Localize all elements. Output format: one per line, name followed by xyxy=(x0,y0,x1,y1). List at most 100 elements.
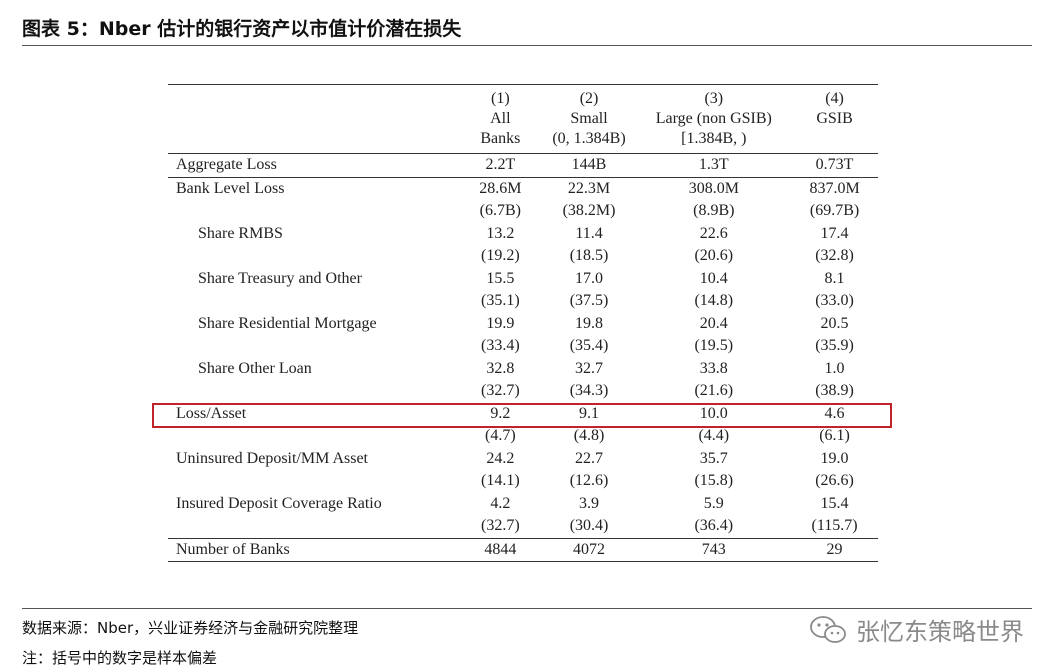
cell-value: 29 xyxy=(791,537,878,562)
table-row: Share Residential Mortgage 19.9 19.8 20.… xyxy=(168,313,878,336)
header-row-line1: All Small Large (non GSIB) GSIB xyxy=(168,109,878,129)
cell-value: 3.9 xyxy=(579,494,600,512)
cell-value: 1.0 xyxy=(824,359,845,377)
cell-value: 28.6M xyxy=(459,176,542,200)
cell-value: 837.0M xyxy=(791,176,878,200)
source-note: 数据来源：Nber，兴业证券经济与金融研究院整理 xyxy=(22,619,359,637)
cell-value: 22.3M xyxy=(541,176,637,200)
cell-se: (15.8) xyxy=(694,472,734,489)
cell-se: (34.3) xyxy=(569,382,609,399)
cell-value: 144B xyxy=(541,153,637,177)
cell-se: (21.6) xyxy=(694,382,734,399)
header-col3-line2: [1.384B, ) xyxy=(681,130,747,147)
cell-value: 22.7 xyxy=(575,449,604,467)
row-label: Share Treasury and Other xyxy=(198,269,362,287)
cell-value: 33.8 xyxy=(699,359,728,377)
cell-value: 0.73T xyxy=(791,153,878,177)
row-label: Loss/Asset xyxy=(176,404,247,422)
cell-se: (37.5) xyxy=(569,292,609,309)
cell-value: 308.0M xyxy=(636,176,792,200)
header-col2-line2: (0, 1.384B) xyxy=(552,130,626,147)
row-label: Aggregate Loss xyxy=(168,153,460,177)
cell-value: 15.4 xyxy=(820,494,849,512)
header-col4-number: (4) xyxy=(791,84,878,109)
cell-se: (4.4) xyxy=(698,427,730,444)
header-col1-number: (1) xyxy=(459,84,542,109)
cell-se: (20.6) xyxy=(694,247,734,264)
cell-value: 15.5 xyxy=(486,269,515,287)
cell-value: 17.4 xyxy=(820,224,849,242)
cell-value: 17.0 xyxy=(575,269,604,287)
cell-value: 4.2 xyxy=(490,494,511,512)
cell-value: 20.5 xyxy=(820,314,849,332)
cell-value: 19.0 xyxy=(820,449,849,467)
header-col1-line2: Banks xyxy=(480,130,521,147)
figure-title: 图表 5：Nber 估计的银行资产以市值计价潜在损失 xyxy=(22,18,462,40)
footnote: 注：括号中的数字是样本偏差 xyxy=(22,649,218,667)
cell-se: (33.4) xyxy=(481,337,520,354)
cell-value: 22.6 xyxy=(699,224,728,242)
cell-value: 5.9 xyxy=(703,494,724,512)
cell-se: (14.1) xyxy=(481,472,520,489)
cell-value: 1.3T xyxy=(636,153,792,177)
header-col4-line2 xyxy=(791,129,878,154)
cell-value: 13.2 xyxy=(486,224,515,242)
cell-value: 743 xyxy=(636,537,792,562)
cell-se: (8.9B) xyxy=(693,202,735,219)
table-row: Share Treasury and Other 15.5 17.0 10.4 … xyxy=(168,268,878,291)
cell-value: 9.1 xyxy=(579,404,600,422)
cell-se: (38.2M) xyxy=(562,202,616,219)
cell-value: 4844 xyxy=(459,537,542,562)
header-blank xyxy=(168,84,460,109)
cell-se: (4.7) xyxy=(485,427,516,444)
cell-se: (32.8) xyxy=(815,247,854,264)
cell-se: (36.4) xyxy=(694,517,734,534)
table-row-highlighted: Loss/Asset 9.2 9.1 10.0 4.6 xyxy=(168,403,878,426)
cell-value: 8.1 xyxy=(824,269,845,287)
table-row: Number of Banks 4844 4072 743 29 xyxy=(168,537,878,562)
cell-se: (4.8) xyxy=(573,427,605,444)
cell-se: (35.4) xyxy=(569,337,609,354)
cell-se: (115.7) xyxy=(811,517,858,534)
cell-se: (12.6) xyxy=(569,472,609,489)
wechat-icon xyxy=(810,615,846,643)
cell-se: (35.9) xyxy=(815,337,854,354)
cell-se: (69.7B) xyxy=(809,202,860,219)
table-row: Aggregate Loss 2.2T 144B 1.3T 0.73T xyxy=(168,153,878,177)
table-row-se: (32.7) (34.3) (21.6) (38.9) xyxy=(168,380,878,403)
watermark: 张忆东策略世界 xyxy=(808,612,1024,647)
cell-se: (6.1) xyxy=(819,427,850,444)
cell-value: 10.4 xyxy=(699,269,728,287)
table-row: Insured Deposit Coverage Ratio 4.2 3.9 5… xyxy=(168,493,878,516)
header-col3-number: (3) xyxy=(636,84,792,109)
row-label: Share Residential Mortgage xyxy=(198,314,377,332)
cell-value: 20.4 xyxy=(699,314,728,332)
cell-se: (33.0) xyxy=(815,292,854,309)
row-label: Share RMBS xyxy=(198,224,283,242)
cell-se: (30.4) xyxy=(569,517,609,534)
cell-value: 9.2 xyxy=(490,404,511,422)
row-label: Share Other Loan xyxy=(198,359,312,377)
cell-value: 19.8 xyxy=(575,314,604,332)
header-col4-line1: GSIB xyxy=(816,110,853,127)
table-row-se: (14.1) (12.6) (15.8) (26.6) xyxy=(168,470,878,493)
cell-value: 24.2 xyxy=(486,449,515,467)
cell-value: 19.9 xyxy=(486,314,515,332)
footer-divider xyxy=(22,608,1032,609)
cell-value: 32.8 xyxy=(486,359,515,377)
cell-se: (26.6) xyxy=(815,472,854,489)
cell-se: (38.9) xyxy=(815,382,854,399)
table-row: Bank Level Loss 28.6M 22.3M 308.0M 837.0… xyxy=(168,176,878,200)
table-row: Share Other Loan 32.8 32.7 33.8 1.0 xyxy=(168,358,878,381)
cell-value: 4072 xyxy=(541,537,637,562)
header-col2-number: (2) xyxy=(541,84,637,109)
cell-value: 4.6 xyxy=(824,404,845,422)
table-row-se: (6.7B) (38.2M) (8.9B) (69.7B) xyxy=(168,200,878,223)
header-row-line2: Banks (0, 1.384B) [1.384B, ) xyxy=(168,129,878,154)
row-label: Bank Level Loss xyxy=(168,176,460,200)
header-col2-line1: Small xyxy=(570,110,608,127)
cell-se: (18.5) xyxy=(569,247,609,264)
row-label: Insured Deposit Coverage Ratio xyxy=(176,494,382,512)
highlight-box xyxy=(152,403,892,428)
cell-value: 2.2T xyxy=(459,153,542,177)
